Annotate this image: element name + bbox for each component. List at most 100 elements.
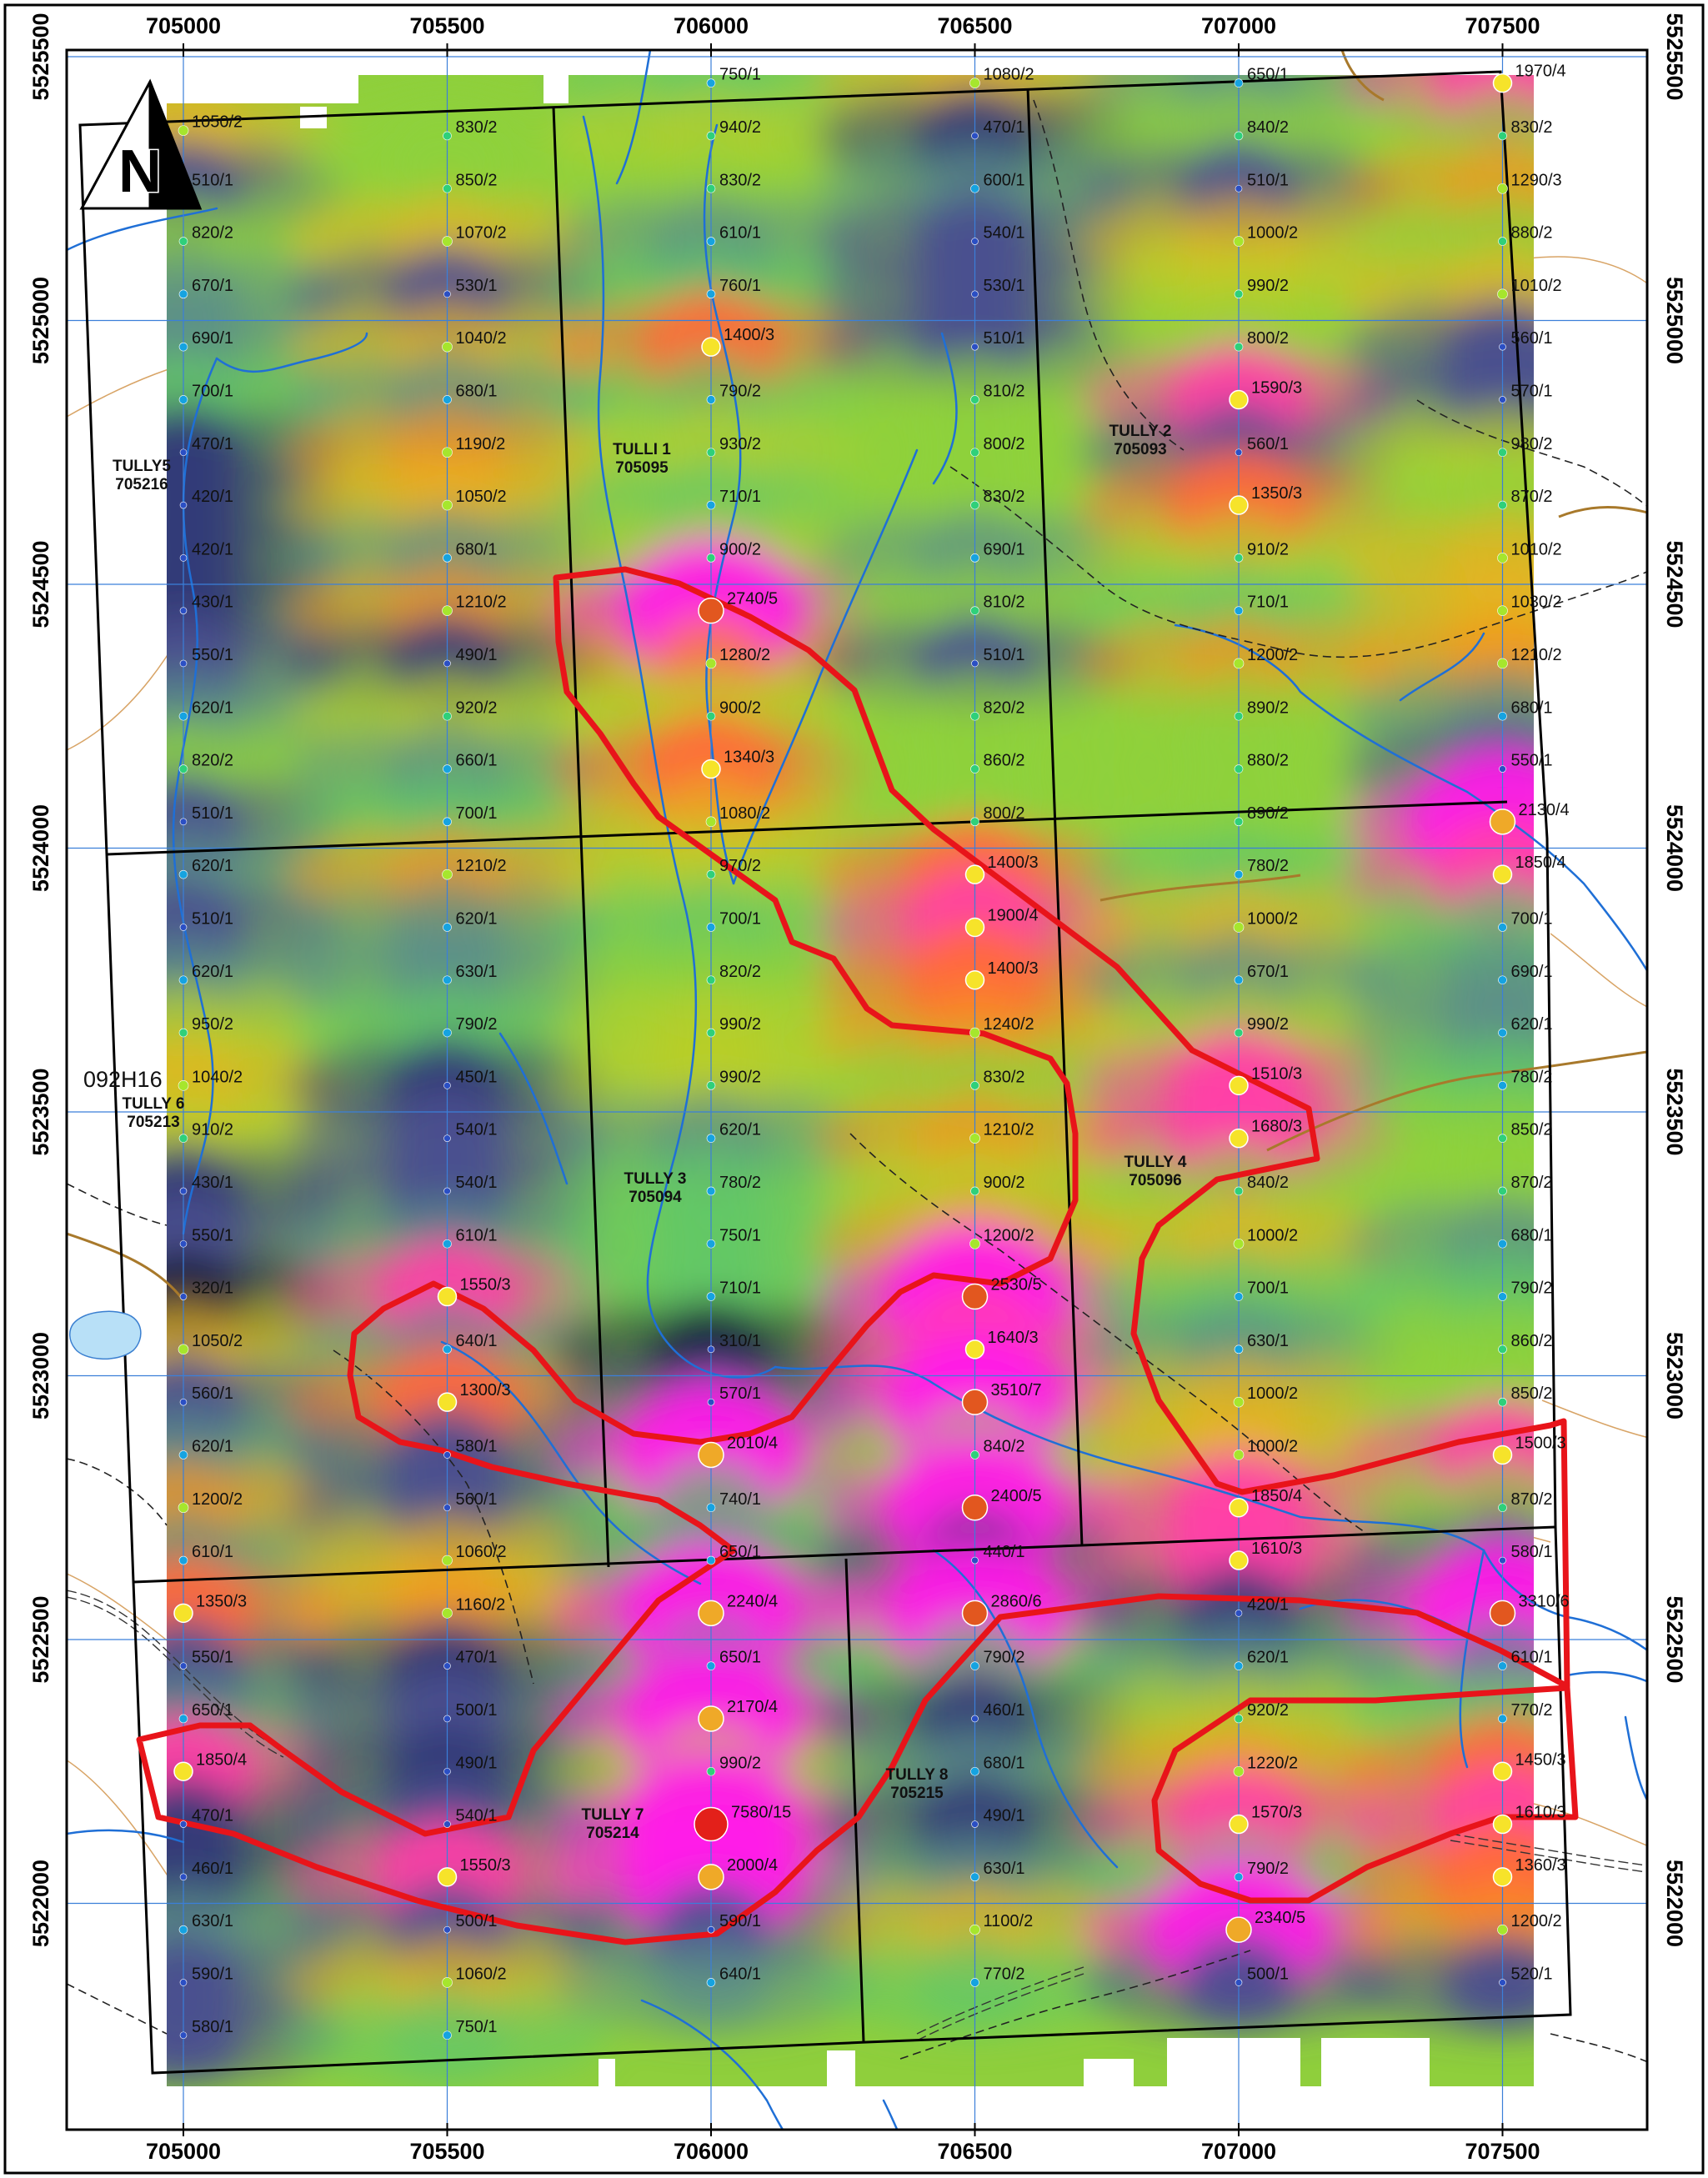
sample-label: 880/2 (1247, 752, 1289, 770)
sample-point (1497, 183, 1508, 194)
sample-label: 490/1 (456, 1754, 498, 1772)
sample-label: 650/1 (1247, 66, 1289, 84)
sample-point (442, 236, 453, 247)
sample-label: 1350/3 (1251, 484, 1302, 503)
sample-label: 1000/2 (1247, 224, 1298, 243)
sample-label: 800/2 (984, 435, 1025, 453)
sample-point (179, 1187, 188, 1195)
sample-label: 1000/2 (1247, 1437, 1298, 1455)
sample-point (443, 817, 452, 827)
sample-point (970, 1450, 979, 1460)
sample-point (178, 1080, 189, 1091)
x-tick-label-bottom: 705500 (409, 2139, 484, 2164)
trail-line (1416, 399, 1647, 508)
trail-line (1550, 2033, 1647, 2063)
sample-point (443, 764, 452, 774)
sample-point (1234, 1714, 1244, 1724)
claim-boundaries (78, 70, 1572, 2075)
sample-point (1234, 1028, 1244, 1038)
sample-point (1498, 1714, 1507, 1724)
y-tick-label-left: 5523000 (28, 1332, 53, 1419)
sample-label: 1900/4 (988, 906, 1039, 924)
sample-point (970, 711, 979, 721)
sample-label: 2400/5 (991, 1487, 1042, 1505)
trail-line (849, 1133, 1368, 1535)
sample-point (706, 448, 716, 458)
sample-point (1233, 1765, 1245, 1777)
sample-label: 570/1 (719, 1384, 761, 1403)
sample-label: 550/1 (192, 1649, 233, 1667)
sample-label: 860/2 (1511, 1332, 1553, 1350)
sample-point (1234, 1344, 1244, 1354)
trail-line (67, 1983, 168, 2035)
index-contour (1558, 505, 1647, 518)
sample-point (1234, 817, 1244, 827)
sample-label: 890/2 (1247, 804, 1289, 823)
sample-point (970, 1661, 979, 1670)
sample-label: 690/1 (984, 540, 1025, 558)
sample-point (1234, 975, 1244, 985)
sample-label: 3310/6 (1519, 1592, 1570, 1610)
stream-line (498, 1032, 568, 1185)
sample-label: 580/1 (1511, 1543, 1553, 1561)
sample-label: 490/1 (456, 646, 498, 664)
sample-point (970, 448, 979, 458)
sample-point (1498, 1239, 1507, 1249)
sample-point (706, 1978, 716, 1987)
index-contour (67, 1232, 185, 1301)
sample-point (970, 1978, 979, 1987)
sample-label: 590/1 (719, 1912, 761, 1930)
sample-point (707, 1925, 715, 1934)
stream-line (215, 332, 368, 373)
sample-label: 620/1 (1511, 1015, 1553, 1034)
sample-point (707, 1345, 715, 1354)
sample-label: 500/1 (1247, 1965, 1289, 1983)
sample-label: 710/1 (719, 1279, 761, 1298)
sample-label: 500/1 (456, 1912, 498, 1930)
claim-boundary (844, 1558, 865, 2043)
sample-label: 520/1 (1511, 1965, 1553, 1983)
sample-label: 830/2 (984, 1068, 1025, 1086)
sample-label: 710/1 (1247, 593, 1289, 612)
sample-label: 420/1 (1247, 1595, 1289, 1614)
sample-point (964, 864, 985, 884)
sample-label: 640/1 (456, 1332, 498, 1350)
sample-label: 780/2 (1511, 1068, 1553, 1086)
sample-point (1489, 809, 1516, 835)
sample-label: 1200/2 (984, 1226, 1034, 1244)
sample-label: 2860/6 (991, 1592, 1042, 1610)
sample-point (1499, 343, 1506, 351)
sample-point (443, 1451, 451, 1459)
sample-point (442, 499, 453, 511)
sample-point (179, 1820, 188, 1828)
sample-point (1233, 658, 1245, 669)
sample-point (706, 289, 716, 299)
y-tick-label-left: 5525500 (28, 13, 53, 100)
sample-label: 510/1 (192, 909, 233, 928)
sample-point (178, 289, 188, 299)
sample-point (1497, 1924, 1508, 1935)
sample-point (970, 1081, 979, 1090)
sample-point (442, 447, 453, 458)
index-contour (1099, 874, 1301, 902)
sample-point (1492, 1761, 1513, 1781)
sample-label: 1040/2 (456, 329, 507, 348)
sample-label: 780/2 (719, 1174, 761, 1192)
sample-point (1498, 500, 1507, 510)
claim-number: 705216 (115, 476, 168, 493)
stream-line (640, 1999, 784, 2130)
sample-point (1233, 922, 1245, 933)
claim-boundary (106, 800, 1508, 856)
sample-label: 1060/2 (456, 1543, 507, 1561)
sample-label: 590/1 (192, 1965, 233, 1983)
sample-point (1229, 495, 1249, 515)
sample-label: 700/1 (1511, 909, 1553, 928)
sample-point (178, 1450, 188, 1460)
sample-point (179, 1873, 188, 1881)
sample-point (173, 1761, 193, 1781)
x-tick-label-top: 706500 (937, 13, 1012, 38)
road-line (1450, 1840, 1647, 1873)
claim-boundary (133, 1525, 1556, 1584)
